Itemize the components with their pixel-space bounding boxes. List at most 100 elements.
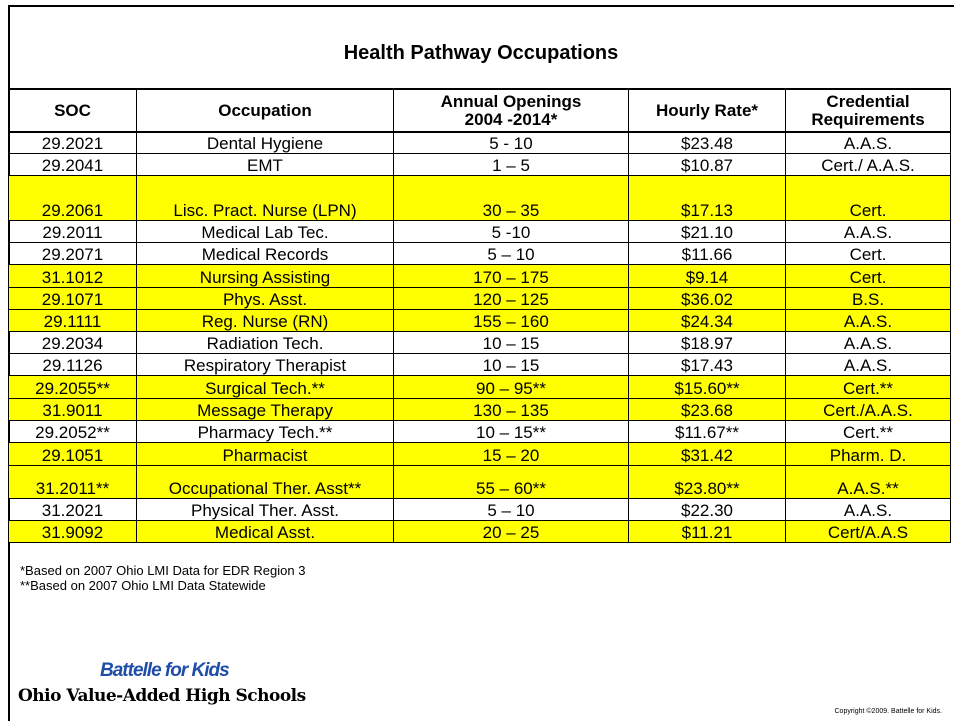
table-cell: 15 – 20 <box>393 441 629 466</box>
table-cell: A.A.S. <box>785 497 951 521</box>
table-cell: Cert.** <box>785 374 951 399</box>
table-cell: $23.68 <box>628 397 786 421</box>
table-cell: Lisc. Pract. Nurse (LPN) <box>136 174 394 221</box>
table-cell: 29.2021 <box>8 131 137 154</box>
table-cell: Pharmacy Tech.** <box>136 419 394 443</box>
table-row: 29.2071 Medical Records 5 – 10 $11.66 Cert. <box>8 241 951 265</box>
table-cell: 31.9092 <box>8 519 137 543</box>
table-cell: Dental Hygiene <box>136 131 394 154</box>
table-cell: EMT <box>136 152 394 176</box>
table-cell: Phys. Asst. <box>136 286 394 310</box>
table-row: 29.2052** Pharmacy Tech.** 10 – 15** $11.67… <box>8 419 951 443</box>
table-cell: Pharm. D. <box>785 441 951 466</box>
header-text: Hourly Rate* <box>655 100 759 120</box>
table-cell: 29.2055** <box>8 374 137 399</box>
table-cell: 29.2041 <box>8 152 137 176</box>
table-row: 29.1071 Phys. Asst. 120 – 125 $36.02 B.S. <box>8 286 951 310</box>
table-row: 31.9092 Medical Asst. 20 – 25 $11.21 Cert/A.… <box>8 519 951 543</box>
table-cell: A.A.S. <box>785 330 951 354</box>
table-cell: Cert.** <box>785 419 951 443</box>
table-cell: 29.2011 <box>8 219 137 243</box>
table-cell: 29.2071 <box>8 241 137 265</box>
table-cell: 30 – 35 <box>393 174 629 221</box>
table-cell: $21.10 <box>628 219 786 243</box>
table-cell: 29.1071 <box>8 286 137 310</box>
table-cell: 5 – 10 <box>393 497 629 521</box>
footnote: *Based on 2007 Ohio LMI Data for EDR Reg… <box>20 563 306 578</box>
table-cell: $17.43 <box>628 352 786 376</box>
table-row: 29.1126 Respiratory Therapist 10 – 15 $17.4… <box>8 352 951 376</box>
table-cell: 170 – 175 <box>393 263 629 288</box>
table-cell: $11.67** <box>628 419 786 443</box>
table-cell: 29.1126 <box>8 352 137 376</box>
table-row: 31.2021 Physical Ther. Asst. 5 – 10 $22.30 A… <box>8 497 951 521</box>
header-text: SOC <box>54 100 91 120</box>
table-cell: A.A.S. <box>785 219 951 243</box>
table-cell: $22.30 <box>628 497 786 521</box>
table-cell: Respiratory Therapist <box>136 352 394 376</box>
table-cell: 20 – 25 <box>393 519 629 543</box>
table-cell: 5 -10 <box>393 219 629 243</box>
table-cell: Nursing Assisting <box>136 263 394 288</box>
table-cell: 155 – 160 <box>393 308 629 332</box>
header-cell: Hourly Rate* <box>628 88 786 133</box>
table-cell: 31.2011** <box>8 464 137 499</box>
table-cell: 31.2021 <box>8 497 137 521</box>
table-cell: Cert. <box>785 241 951 265</box>
table-cell: Medical Records <box>136 241 394 265</box>
table-cell: Cert/A.A.S <box>785 519 951 543</box>
logo: Battelle for Kids <box>100 660 230 681</box>
table-row: 29.2021 Dental Hygiene 5 - 10 $23.48 A.A.S. <box>8 131 951 154</box>
table-row: 29.2041 EMT 1 – 5 $10.87 Cert./ A.A.S. <box>8 152 951 176</box>
table-cell: $9.14 <box>628 263 786 288</box>
table-cell: $18.97 <box>628 330 786 354</box>
copyright: Copyright ©2009. Battelle for Kids. <box>834 708 943 715</box>
table-cell: $36.02 <box>628 286 786 310</box>
header-cell: Annual Openings 2004 -2014* <box>393 88 629 133</box>
table-row: 29.1051 Pharmacist 15 – 20 $31.42 Pharm. D. <box>8 441 951 466</box>
table-cell: Radiation Tech. <box>136 330 394 354</box>
table-row: 29.2061 Lisc. Pract. Nurse (LPN) 30 – 35 $1… <box>8 174 951 221</box>
table-cell: $23.80** <box>628 464 786 499</box>
table-row: 29.1111 Reg. Nurse (RN) 155 – 160 $24.34 A.A… <box>8 308 951 332</box>
table-cell: A.A.S. <box>785 352 951 376</box>
table-cell: 31.1012 <box>8 263 137 288</box>
table-cell: 120 – 125 <box>393 286 629 310</box>
table-cell: Cert./ A.A.S. <box>785 152 951 176</box>
header-text: Requirements <box>811 109 925 129</box>
table-cell: Pharmacist <box>136 441 394 466</box>
table-cell: 130 – 135 <box>393 397 629 421</box>
table-cell: Occupational Ther. Asst** <box>136 464 394 499</box>
table-row: 31.1012 Nursing Assisting 170 – 175 $9.14 Ce… <box>8 263 951 288</box>
header-text: Annual Openings <box>440 91 582 111</box>
table-cell: 10 – 15 <box>393 330 629 354</box>
table-cell: Surgical Tech.** <box>136 374 394 399</box>
table-cell: 1 – 5 <box>393 152 629 176</box>
table-cell: Medical Asst. <box>136 519 394 543</box>
table-cell: $11.21 <box>628 519 786 543</box>
table-cell: 29.2052** <box>8 419 137 443</box>
header-row: SOC Occupation Annual Openings 2004 -2014* H… <box>8 88 951 133</box>
table-cell: 10 – 15** <box>393 419 629 443</box>
table-cell: 10 – 15 <box>393 352 629 376</box>
table-body: 29.2021 Dental Hygiene 5 - 10 $23.48 A.A.S. 2… <box>8 131 951 543</box>
table-row: 29.2034 Radiation Tech. 10 – 15 $18.97 A.A.S… <box>8 330 951 354</box>
table-cell: Medical Lab Tec. <box>136 219 394 243</box>
logo-tagline: Ohio Value-Added High Schools <box>18 686 306 706</box>
table-row: 29.2055** Surgical Tech.** 90 – 95** $15.60… <box>8 374 951 399</box>
table-cell: $24.34 <box>628 308 786 332</box>
table-cell: Cert./A.A.S. <box>785 397 951 421</box>
header-cell: SOC <box>8 88 137 133</box>
footnote: **Based on 2007 Ohio LMI Data Statewide <box>20 578 266 593</box>
table-row: 31.9011 Message Therapy 130 – 135 $23.68 Cer… <box>8 397 951 421</box>
footnotes: *Based on 2007 Ohio LMI Data for EDR Reg… <box>20 563 305 593</box>
table-cell: A.A.S. <box>785 131 951 154</box>
header-cell: Credential Requirements <box>785 88 951 133</box>
table: SOC Occupation Annual Openings 2004 -2014* H… <box>8 88 951 543</box>
table-cell: 55 – 60** <box>393 464 629 499</box>
table-cell: 29.1051 <box>8 441 137 466</box>
table-cell: Physical Ther. Asst. <box>136 497 394 521</box>
table-cell: Message Therapy <box>136 397 394 421</box>
table-cell: A.A.S.** <box>785 464 951 499</box>
